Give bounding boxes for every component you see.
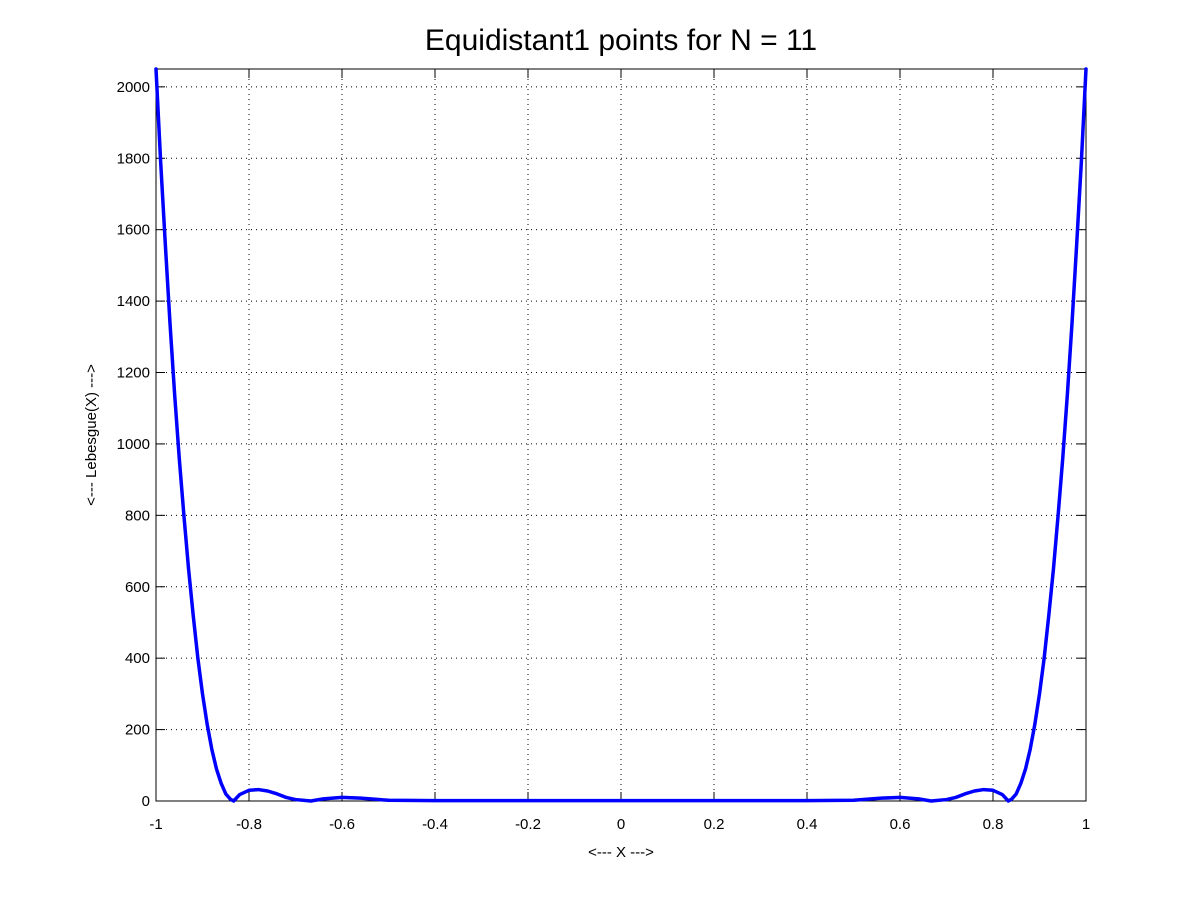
x-tick-label: 0.4 [797, 816, 818, 833]
x-tick-label: 0.8 [983, 816, 1004, 833]
x-tick-label: -0.2 [515, 816, 541, 833]
y-tick-label: 200 [125, 722, 150, 739]
y-tick-label: 1800 [117, 150, 150, 167]
x-tick-label: 0.6 [890, 816, 911, 833]
lebesgue-series-line [154, 67, 1088, 803]
y-tick-label: 1600 [117, 222, 150, 239]
x-tick-label: -0.8 [236, 816, 262, 833]
x-tick-label: 0 [617, 816, 625, 833]
y-tick-label: 2000 [117, 79, 150, 96]
y-tick-label: 400 [125, 650, 150, 667]
x-tick-labels: -1 -0.8 -0.6 -0.4 -0.2 0 0.2 0.4 0.6 0.8 1 [149, 816, 1090, 833]
y-tick-labels: 0 200 400 600 800 1000 1200 1400 1600 1800 2000 [117, 79, 150, 810]
y-tick-label: 1000 [117, 436, 150, 453]
y-tick-label: 600 [125, 579, 150, 596]
x-tick-label: -0.4 [422, 816, 448, 833]
y-tick-label: 0 [142, 793, 150, 810]
chart-title: Equidistant1 points for N = 11 [425, 24, 817, 57]
grid-layer [156, 69, 1086, 801]
series-layer [154, 67, 1088, 803]
y-tick-label: 800 [125, 507, 150, 524]
y-tick-label: 1200 [117, 365, 150, 382]
x-tick-label: 0.2 [704, 816, 725, 833]
x-tick-label: 1 [1082, 816, 1090, 833]
y-tick-label: 1400 [117, 293, 150, 310]
y-axis-label: <--- Lebesgue(X) ---> [83, 364, 100, 506]
x-axis-label: <--- X ---> [588, 844, 654, 861]
x-tick-label: -1 [149, 816, 162, 833]
x-tick-label: -0.6 [329, 816, 355, 833]
